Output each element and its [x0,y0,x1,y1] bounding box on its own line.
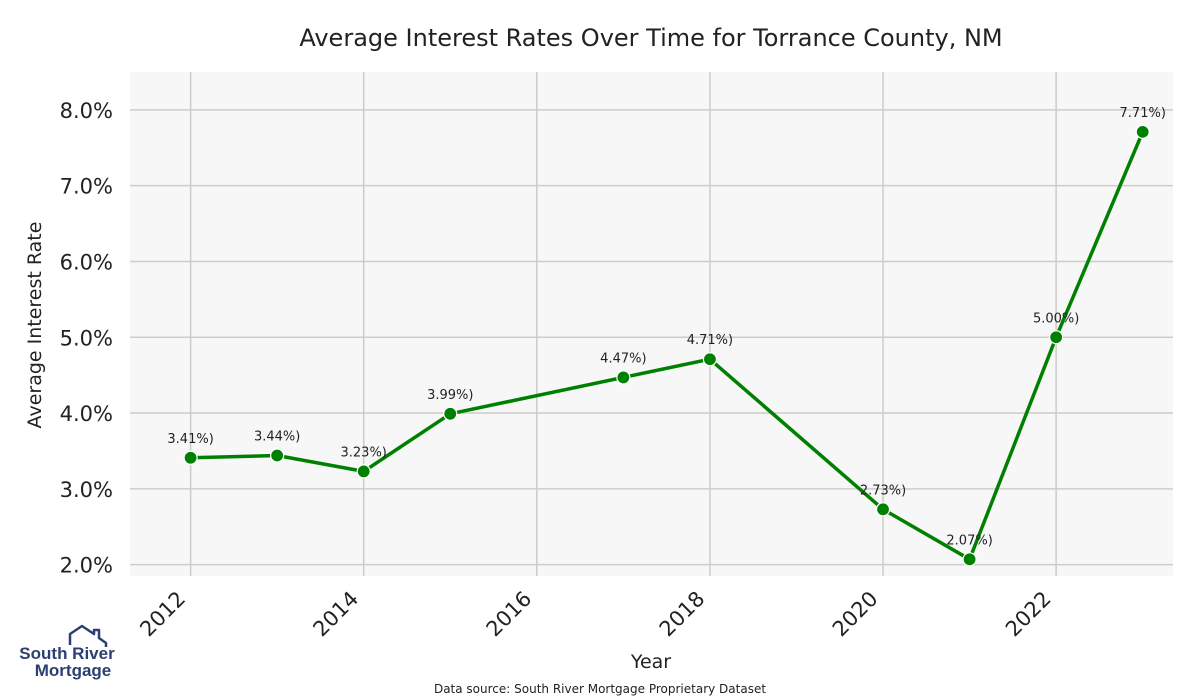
data-point-2015 [443,406,458,421]
y-axis-label: Average Interest Rate [24,222,46,429]
x-tick-label: 2020 [828,587,883,642]
x-tick-label: 2014 [308,587,363,642]
data-point-2020 [875,502,891,517]
data-label-2022: 5.00%) [1033,311,1079,326]
data-point-2017 [616,370,631,385]
series-line [190,131,1145,562]
x-tick-label: 2016 [482,587,537,642]
data-point-2021 [962,552,977,567]
y-tick-label: 4.0% [60,402,113,426]
y-tick-label: 3.0% [60,478,113,502]
data-label-2021: 2.07%) [946,533,992,548]
y-tick-label: 8.0% [60,99,113,123]
x-tick-label: 2018 [655,587,710,642]
data-point-2012 [183,450,198,465]
data-source-note: Data source: South River Mortgage Propri… [434,682,766,696]
plot-area [130,72,1173,576]
data-point-2014 [356,464,371,479]
x-tick-label: 2022 [1001,587,1056,642]
x-axis-ticks: 2012 2014 2016 2018 2020 2022 [135,587,1055,642]
data-labels: 3.41%) 3.44%) 3.23%) 3.99%) 4.47%) 4.71%) 2.73… [167,106,1165,548]
logo-text-line2: Mortgage [35,661,112,680]
grid-lines [130,72,1173,576]
data-label-2012: 3.41%) [167,432,213,447]
data-point-2023 [1135,124,1150,139]
data-label-2023: 7.71%) [1120,106,1166,121]
house-logo-icon [68,624,108,647]
chart-title: Average Interest Rates Over Time for Tor… [299,24,1002,52]
data-label-2020: 2.73%) [860,483,906,498]
y-axis-ticks: 2.0% 3.0% 4.0% 5.0% 6.0% 7.0% 8.0% [60,99,113,578]
data-label-2017: 4.47%) [600,351,646,366]
y-tick-label: 6.0% [60,250,113,274]
data-point-2013 [270,448,285,463]
data-label-2014: 3.23%) [341,445,387,460]
y-tick-label: 2.0% [60,554,113,578]
data-label-2015: 3.99%) [427,388,473,403]
data-point-2022 [1049,330,1064,345]
data-point-2018 [702,352,718,367]
data-label-2013: 3.44%) [254,429,300,444]
x-tick-label: 2012 [135,587,190,642]
company-logo: South River Mortgage [19,624,115,680]
series-average-rate [183,124,1150,567]
y-tick-label: 7.0% [60,175,113,199]
x-axis-label: Year [630,651,671,673]
data-label-2018: 4.71%) [687,333,733,348]
y-tick-label: 5.0% [60,326,113,350]
logo-text-line1: South River [19,644,115,663]
